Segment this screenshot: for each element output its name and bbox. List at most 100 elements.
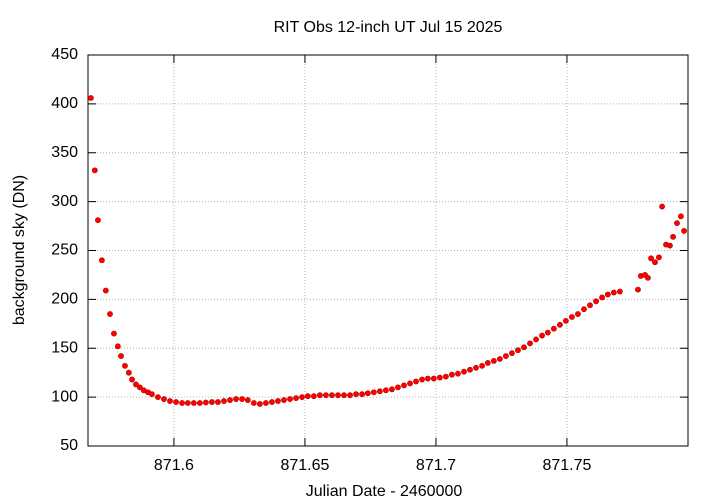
plot-frame bbox=[87, 54, 689, 447]
point bbox=[293, 395, 299, 402]
point bbox=[544, 329, 551, 336]
point bbox=[455, 370, 461, 377]
y-tick-label: 300 bbox=[51, 193, 78, 210]
point bbox=[635, 286, 641, 293]
x-tick-label: 871.75 bbox=[542, 457, 591, 474]
x-tick-label: 871.65 bbox=[280, 457, 329, 474]
point bbox=[107, 311, 113, 317]
point bbox=[550, 325, 557, 332]
point bbox=[233, 396, 239, 402]
point bbox=[521, 344, 527, 351]
y-tick-label: 250 bbox=[51, 242, 78, 259]
point bbox=[341, 392, 347, 399]
point bbox=[670, 233, 676, 240]
point bbox=[681, 228, 687, 234]
point bbox=[563, 317, 569, 324]
y-axis-label: background sky (DN) bbox=[11, 175, 28, 325]
point bbox=[509, 350, 515, 357]
point bbox=[648, 255, 654, 262]
point bbox=[599, 294, 605, 301]
x-tick-label: 871.6 bbox=[154, 457, 194, 474]
point bbox=[184, 400, 191, 406]
point bbox=[310, 393, 317, 400]
y-tick-label: 200 bbox=[51, 291, 78, 308]
point bbox=[473, 364, 479, 371]
point bbox=[533, 336, 539, 343]
point bbox=[461, 368, 467, 375]
y-tick-label: 400 bbox=[51, 95, 78, 112]
point bbox=[430, 375, 437, 382]
point bbox=[215, 399, 221, 405]
point bbox=[496, 356, 503, 362]
point bbox=[149, 391, 155, 398]
point bbox=[111, 330, 117, 337]
y-tick-label: 100 bbox=[51, 388, 78, 405]
point bbox=[304, 393, 311, 400]
point bbox=[484, 360, 491, 366]
point bbox=[98, 257, 105, 264]
point bbox=[575, 311, 581, 317]
point bbox=[587, 302, 593, 309]
point bbox=[449, 371, 455, 378]
point bbox=[155, 394, 161, 401]
point bbox=[539, 332, 545, 339]
point bbox=[203, 399, 209, 406]
point bbox=[659, 203, 665, 210]
point bbox=[645, 274, 651, 281]
point bbox=[95, 217, 101, 224]
point bbox=[122, 362, 128, 369]
point bbox=[364, 390, 371, 397]
point bbox=[656, 254, 662, 261]
point bbox=[221, 398, 227, 404]
point bbox=[114, 343, 121, 350]
point bbox=[227, 397, 233, 403]
point bbox=[604, 291, 611, 298]
y-tick-label: 150 bbox=[51, 339, 78, 356]
point bbox=[275, 398, 281, 404]
y-tick-label: 450 bbox=[51, 46, 78, 63]
point bbox=[353, 391, 359, 398]
point bbox=[490, 358, 497, 364]
point bbox=[479, 362, 485, 369]
y-tick-label: 50 bbox=[60, 437, 78, 454]
point bbox=[263, 400, 269, 406]
point bbox=[244, 397, 251, 403]
point bbox=[129, 376, 135, 383]
point bbox=[359, 391, 365, 398]
point bbox=[102, 287, 109, 294]
point bbox=[401, 382, 407, 389]
chart-title: RIT Obs 12-inch UT Jul 15 2025 bbox=[274, 19, 503, 36]
point bbox=[87, 95, 94, 101]
point bbox=[652, 259, 658, 266]
point bbox=[196, 400, 203, 406]
point bbox=[419, 376, 425, 383]
point bbox=[389, 386, 395, 393]
point bbox=[133, 381, 139, 388]
point bbox=[556, 321, 563, 328]
point bbox=[299, 394, 305, 401]
point bbox=[335, 392, 341, 399]
point bbox=[329, 392, 335, 399]
point bbox=[436, 374, 443, 381]
point bbox=[407, 380, 413, 387]
point bbox=[323, 392, 329, 399]
point bbox=[424, 375, 431, 382]
point bbox=[161, 396, 167, 402]
point bbox=[674, 220, 680, 227]
point bbox=[383, 387, 389, 394]
point bbox=[281, 397, 287, 403]
point bbox=[370, 389, 377, 396]
point bbox=[287, 396, 293, 402]
point bbox=[190, 400, 197, 406]
point bbox=[179, 400, 185, 406]
point bbox=[209, 399, 215, 405]
point bbox=[667, 242, 673, 249]
point bbox=[443, 373, 449, 380]
point bbox=[678, 213, 684, 220]
point bbox=[581, 306, 587, 313]
point bbox=[515, 347, 521, 354]
point bbox=[173, 399, 179, 405]
point bbox=[467, 366, 473, 373]
point bbox=[527, 340, 533, 347]
x-axis-label: Julian Date - 2460000 bbox=[306, 483, 463, 500]
